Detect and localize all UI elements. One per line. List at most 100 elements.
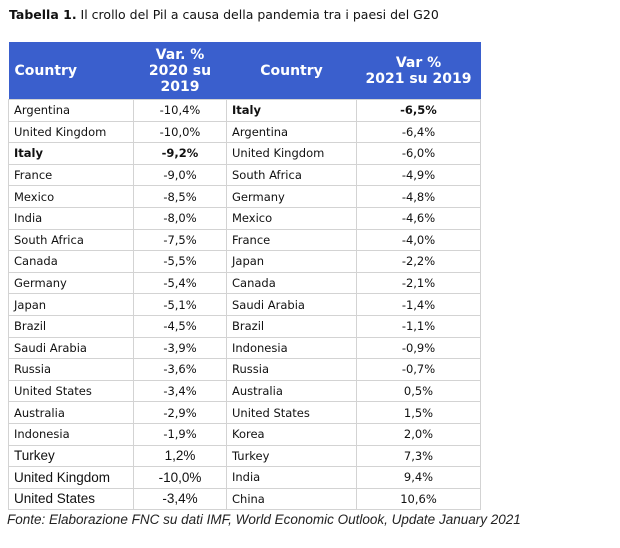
table-row: France -9,0% South Africa -4,9% [8,163,481,187]
country-2020-cell: United Kingdom [8,120,134,144]
country-2021-cell: Turkey [226,444,357,468]
country-2020-cell: Indonesia [8,422,134,446]
var-2021-cell: -0,7% [356,358,481,381]
table-row: United States -3,4% Australia 0,5% [8,379,481,403]
country-2020-cell: United States [8,379,134,403]
source-note: Fonte: Elaborazione FNC su dati IMF, Wor… [7,512,521,527]
var-2020-cell: -5,5% [133,250,227,273]
header-var-2021-line2: 2021 su 2019 [365,70,472,87]
country-2020-cell: United States [8,487,134,511]
table-row: United Kingdom -10,0% Argentina -6,4% [8,120,481,144]
var-2020-cell: -9,0% [133,163,227,187]
country-2020-cell: Brazil [8,314,134,338]
country-2021-cell: Korea [226,422,357,446]
country-2021-cell: Indonesia [226,336,357,360]
table-header-row: Country Var. % 2020 su 2019 Country Var … [8,42,481,100]
header-country-2020: Country [8,42,134,100]
var-2021-cell: 10,6% [356,487,481,511]
var-2020-cell: -3,4% [133,379,227,403]
table-row: Brazil -4,5% Brazil -1,1% [8,314,481,338]
country-2020-cell: France [8,163,134,187]
var-2021-cell: -6,4% [356,120,481,144]
table-title-label: Tabella 1. [9,7,77,22]
country-2020-cell: Mexico [8,185,134,208]
country-2021-cell: Brazil [226,314,357,338]
header-var-2020: Var. % 2020 su 2019 [133,42,227,100]
country-2021-cell: Japan [226,250,357,273]
table-row: Mexico -8,5% Germany -4,8% [8,185,481,208]
table-row: Russia -3,6% Russia -0,7% [8,358,481,381]
country-2021-cell: Russia [226,358,357,381]
table-title: Tabella 1. Il crollo del Pil a causa del… [9,7,439,22]
table-row: Argentina -10,4% Italy -6,5% [8,99,481,122]
var-2021-cell: -4,0% [356,228,481,252]
var-2021-cell: 9,4% [356,466,481,489]
var-2021-cell: -4,9% [356,163,481,187]
table-row: Saudi Arabia -3,9% Indonesia -0,9% [8,336,481,360]
table-row: Germany -5,4% Canada -2,1% [8,271,481,295]
table-row: Turkey 1,2% Turkey 7,3% [8,444,481,468]
var-2020-cell: -2,9% [133,401,227,424]
var-2020-cell: -8,5% [133,185,227,208]
var-2020-cell: -5,4% [133,271,227,295]
var-2021-cell: 0,5% [356,379,481,403]
table-row: South Africa -7,5% France -4,0% [8,228,481,252]
var-2021-cell: 1,5% [356,401,481,424]
header-var-2020-line2: 2020 su [148,62,212,79]
country-2021-cell: France [226,228,357,252]
var-2021-cell: 2,0% [356,422,481,446]
country-2020-cell: Saudi Arabia [8,336,134,360]
table-row: United Kingdom -10,0% India 9,4% [8,466,481,489]
header-var-2021-line1: Var % [395,54,442,71]
header-country-2021: Country [226,42,357,100]
country-2020-cell: India [8,206,134,230]
var-2021-cell: -6,0% [356,142,481,165]
var-2020-cell: -4,5% [133,314,227,338]
country-2020-cell: Germany [8,271,134,295]
country-2020-cell: United Kingdom [8,466,134,489]
table-row: Australia -2,9% United States 1,5% [8,401,481,424]
country-2021-cell: Argentina [226,120,357,144]
country-2021-cell: Germany [226,185,357,208]
var-2020-cell: -10,0% [133,120,227,144]
country-2021-cell: China [226,487,357,511]
var-2021-cell: 7,3% [356,444,481,468]
var-2021-cell: -4,8% [356,185,481,208]
header-var-2021: Var % 2021 su 2019 [356,42,481,100]
country-2021-cell: Mexico [226,206,357,230]
var-2021-cell: -0,9% [356,336,481,360]
country-2020-cell: Russia [8,358,134,381]
country-2021-cell: United States [226,401,357,424]
country-2020-cell: Turkey [8,444,134,468]
country-2021-cell: India [226,466,357,489]
var-2021-cell: -2,2% [356,250,481,273]
table-body: Argentina -10,4% Italy -6,5% United Kingdom -… [8,99,481,511]
country-2021-cell: Saudi Arabia [226,293,357,316]
var-2020-cell: -5,1% [133,293,227,316]
var-2020-cell: -3,6% [133,358,227,381]
var-2020-cell: -7,5% [133,228,227,252]
table-row: Canada -5,5% Japan -2,2% [8,250,481,273]
gdp-table: Country Var. % 2020 su 2019 Country Var … [8,42,481,511]
var-2020-cell: -8,0% [133,206,227,230]
var-2020-cell: -10,0% [133,466,227,489]
country-2020-cell: South Africa [8,228,134,252]
table-row: Italy -9,2% United Kingdom -6,0% [8,142,481,165]
table-row: India -8,0% Mexico -4,6% [8,206,481,230]
country-2021-cell: South Africa [226,163,357,187]
country-2020-cell: Canada [8,250,134,273]
table-row: United States -3,4% China 10,6% [8,487,481,511]
country-2021-cell: Italy [226,99,357,122]
country-2020-cell: Australia [8,401,134,424]
var-2021-cell: -4,6% [356,206,481,230]
header-var-2020-line1: Var. % [155,46,205,63]
country-2020-cell: Italy [8,142,134,165]
var-2021-cell: -6,5% [356,99,481,122]
var-2020-cell: 1,2% [133,444,227,468]
var-2021-cell: -1,4% [356,293,481,316]
table-row: Japan -5,1% Saudi Arabia -1,4% [8,293,481,316]
var-2020-cell: -10,4% [133,99,227,122]
var-2020-cell: -1,9% [133,422,227,446]
header-var-2020-line3: 2019 [160,78,200,95]
country-2021-cell: United Kingdom [226,142,357,165]
